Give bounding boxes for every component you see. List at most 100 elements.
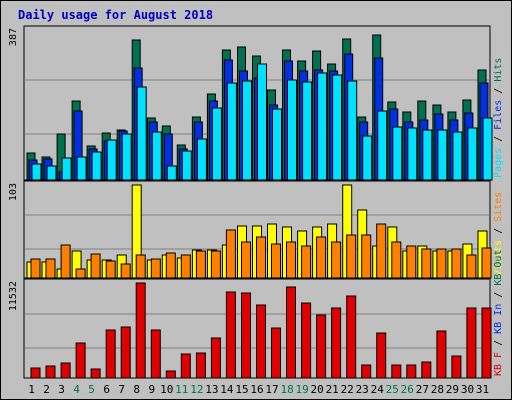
day-label: 30: [461, 383, 474, 396]
day-label: 9: [148, 383, 155, 396]
bar-pages-day-16: [257, 63, 267, 181]
bar-sites-day-4: [75, 268, 86, 279]
bar-pages-day-13: [211, 107, 222, 181]
day-label: 31: [476, 383, 489, 396]
bar-pages-day-28: [437, 129, 448, 181]
bar-kb-f-day-20: [316, 314, 327, 379]
bar-sites-day-29: [451, 248, 462, 279]
bar-sites-day-27: [421, 248, 432, 279]
day-label: 15: [235, 383, 248, 396]
bar-pages-day-2: [46, 165, 57, 181]
y-axis-legend-part: Hits: [493, 58, 504, 82]
bar-kb-f-day-10: [165, 370, 176, 379]
day-label: 8: [133, 383, 140, 396]
bar-pages-day-18: [287, 79, 297, 181]
day-label: 19: [295, 383, 308, 396]
bar-pages-day-27: [422, 129, 433, 181]
bar-sites-day-19: [301, 245, 312, 279]
bar-kb-f-day-28: [436, 330, 447, 379]
bar-kb-f-day-8: [135, 282, 146, 379]
day-label: 24: [371, 383, 385, 396]
day-label: 5: [88, 383, 95, 396]
bar-pages-day-29: [452, 131, 463, 181]
day-label: 7: [118, 383, 125, 396]
bar-pages-day-10: [166, 165, 177, 181]
bar-pages-day-14: [226, 82, 237, 181]
bar-sites-day-24: [376, 223, 387, 279]
day-label: 23: [356, 383, 369, 396]
bar-kb-f-day-31: [481, 307, 492, 379]
bar-sites-day-1: [30, 258, 41, 279]
y-axis-legend-part: /: [493, 334, 504, 352]
day-label: 18: [280, 383, 293, 396]
day-label: 3: [58, 383, 65, 396]
bar-kb-f-day-4: [75, 342, 86, 379]
bar-kb-f-day-29: [451, 355, 462, 379]
bar-pages-day-31: [482, 117, 493, 181]
bar-sites-day-10: [165, 252, 176, 279]
bar-sites-day-2: [45, 258, 56, 279]
bar-kb-f-day-11: [180, 353, 191, 379]
bar-pages-day-24: [377, 110, 388, 181]
y-axis-legend: KB F / KB In / KB Out: [493, 250, 504, 376]
bar-sites-day-21: [331, 241, 342, 279]
bar-sites-day-26: [406, 245, 417, 279]
bar-sites-day-20: [316, 236, 327, 279]
day-label: 1: [28, 383, 35, 396]
bar-pages-day-19: [302, 81, 313, 181]
day-label: 28: [431, 383, 444, 396]
chart-title: Daily usage for August 2018: [18, 8, 213, 22]
day-label: 20: [310, 383, 323, 396]
bar-pages-day-15: [242, 80, 252, 181]
bar-pages-day-30: [467, 127, 478, 181]
bar-pages-day-6: [106, 139, 117, 181]
bar-sites-day-23: [361, 234, 372, 279]
bar-kb-f-day-23: [361, 364, 372, 379]
y-axis-legend-part: Sites: [493, 192, 504, 222]
bar-pages-day-4: [76, 156, 87, 181]
bar-kb-f-day-7: [120, 326, 131, 379]
bar-kb-f-day-18: [286, 286, 296, 379]
bar-sites-day-7: [120, 263, 131, 279]
y-max-label: 103: [8, 183, 19, 201]
bar-kb-f-day-22: [346, 295, 357, 379]
panel-visitors: 103 Visits / Sites: [8, 180, 504, 279]
bar-sites-day-16: [256, 236, 266, 279]
day-label: 29: [446, 383, 459, 396]
y-axis-legend-part: /: [493, 130, 504, 148]
y-axis-legend-part: /: [493, 286, 504, 304]
bar-kb-f-day-16: [256, 304, 266, 379]
bar-pages-day-22: [347, 80, 358, 181]
day-label: 12: [190, 383, 203, 396]
bar-sites-day-3: [60, 244, 71, 279]
bar-kb-f-day-26: [406, 364, 417, 379]
bar-sites-day-9: [150, 258, 161, 279]
series-sites: [30, 223, 492, 279]
y-axis-legend: Visits / Sites: [493, 192, 504, 276]
y-axis-legend-part: Pages: [493, 148, 504, 178]
y-axis-legend-part: KB Out: [493, 250, 504, 286]
bar-sites-day-5: [90, 253, 101, 279]
bar-kb-f-day-12: [195, 352, 206, 379]
bar-sites-day-6: [105, 260, 116, 279]
day-label: 11: [175, 383, 188, 396]
bar-kb-f-day-27: [421, 361, 432, 379]
bar-kb-f-day-19: [301, 302, 312, 379]
day-label: 16: [250, 383, 263, 396]
bar-kb-f-day-30: [466, 307, 477, 379]
y-axis-legend-part: /: [493, 82, 504, 100]
bar-sites-day-31: [481, 247, 492, 279]
bar-kb-f-day-13: [210, 337, 221, 379]
day-label: 13: [205, 383, 218, 396]
y-axis-legend-part: /: [493, 222, 504, 240]
bar-pages-day-26: [407, 127, 418, 181]
y-axis-legend-part: Files: [493, 100, 504, 130]
bar-sites-day-18: [286, 241, 296, 279]
y-axis-legend-part: Visits: [493, 240, 504, 276]
day-label: 17: [265, 383, 278, 396]
bar-pages-day-5: [91, 151, 102, 181]
panel-traffic: 11532 KB F / KB In / KB Out: [8, 250, 504, 379]
bar-kb-f-day-17: [271, 327, 281, 379]
